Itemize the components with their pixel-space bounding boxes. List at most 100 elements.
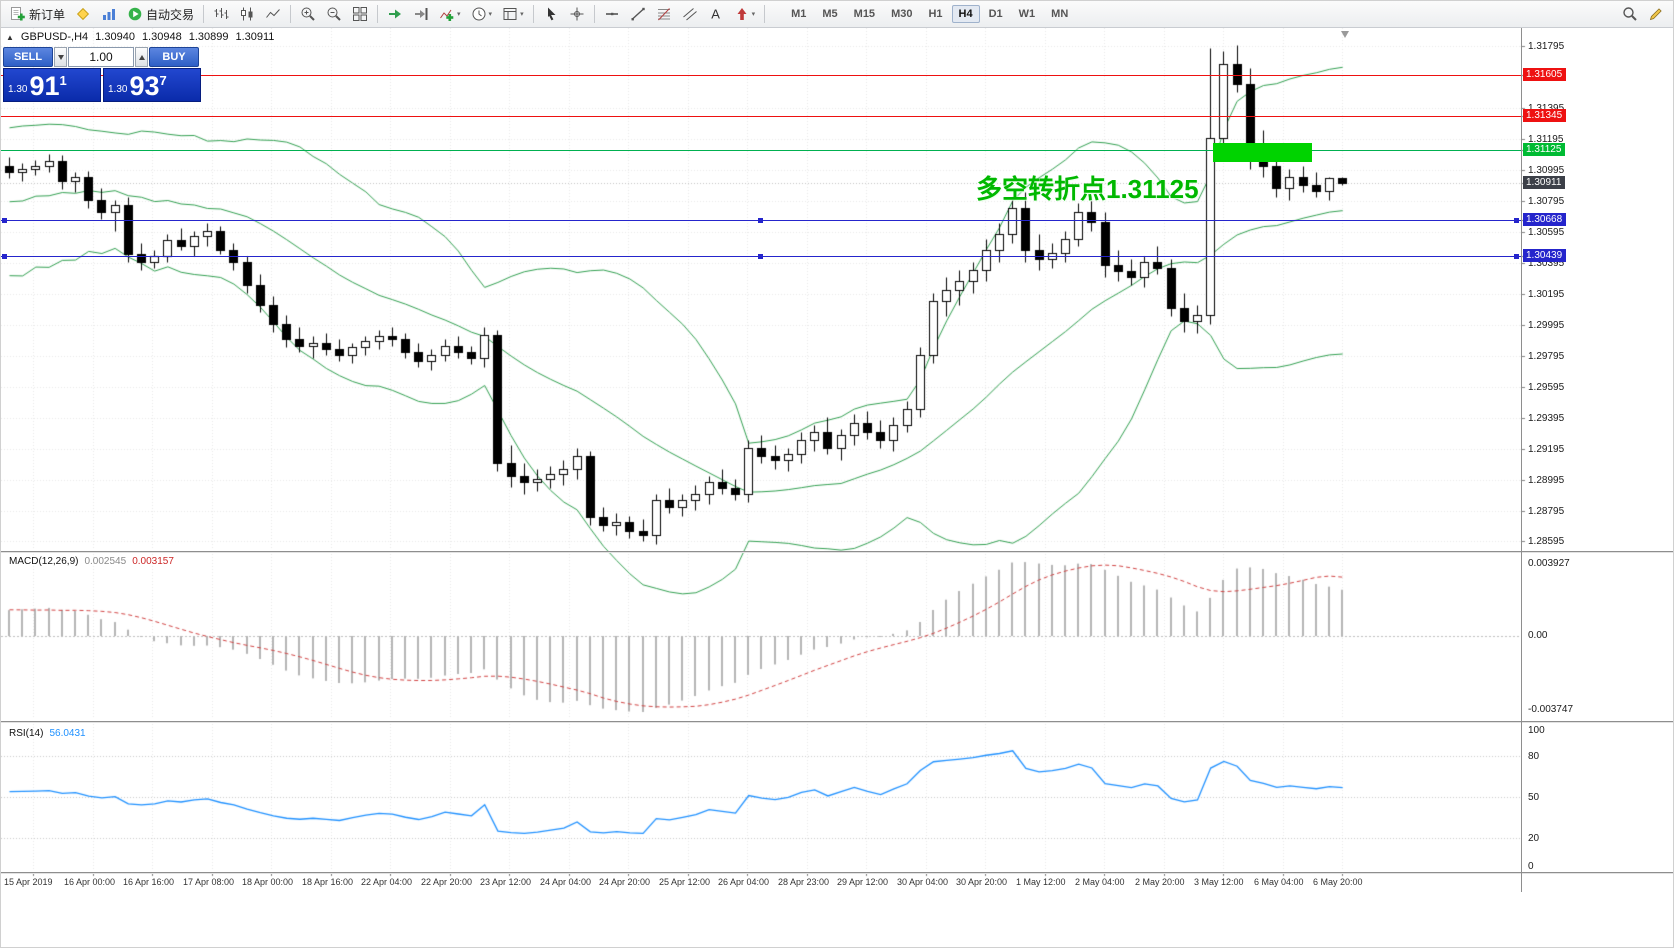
line-anchor-handle[interactable] xyxy=(758,218,763,223)
timeframe-h4-button[interactable]: H4 xyxy=(951,5,980,23)
line-anchor-handle[interactable] xyxy=(1514,218,1519,223)
candlestick-chart-button[interactable] xyxy=(235,3,259,25)
arrows-button[interactable]: ▾ xyxy=(730,3,760,25)
panel-separator[interactable] xyxy=(1,872,1673,874)
chart-canvas[interactable] xyxy=(1,28,1673,947)
timeframe-m5-button[interactable]: M5 xyxy=(822,8,838,20)
line-chart-button[interactable] xyxy=(261,3,285,25)
horizontal-line-button[interactable] xyxy=(600,3,624,25)
zoom-in-icon xyxy=(300,6,316,22)
dropdown-arrow-icon[interactable]: ▾ xyxy=(751,11,756,18)
rsi-indicator-label: RSI(14) 56.0431 xyxy=(9,728,86,739)
quick-edit-button[interactable] xyxy=(1644,3,1668,25)
hline-icon xyxy=(604,6,620,22)
profile-icon xyxy=(101,6,117,22)
timeframe-m15-button[interactable]: M15 xyxy=(853,8,876,20)
new-order-icon xyxy=(10,6,26,22)
macd-name: MACD(12,26,9) xyxy=(9,556,79,567)
volume-decrease-button[interactable] xyxy=(54,47,67,67)
buy-price-prefix: 1.30 xyxy=(108,84,128,95)
timeframe-h1-button[interactable]: H1 xyxy=(928,8,943,20)
low-value: 1.30899 xyxy=(188,31,229,43)
zoom-out-icon xyxy=(326,6,342,22)
horizontal-line-object[interactable] xyxy=(1,116,1521,117)
zoom-in-button[interactable] xyxy=(296,3,320,25)
sell-price-panel[interactable]: 1.30 91 1 xyxy=(3,68,101,102)
tile-windows-button[interactable] xyxy=(348,3,372,25)
sell-price-point: 1 xyxy=(59,73,67,88)
dropdown-arrow-icon[interactable]: ▾ xyxy=(488,11,493,18)
toolbar-separator xyxy=(593,5,595,23)
dropdown-arrow-icon[interactable]: ▾ xyxy=(457,11,461,18)
timeframe-toolbar: M1 M5 M15 M30 H1 H4 D1 W1 MN xyxy=(783,5,1076,23)
volume-increase-button[interactable] xyxy=(135,47,148,67)
sell-button[interactable]: SELL xyxy=(3,47,53,67)
svg-text:A: A xyxy=(711,7,720,22)
bar-chart-button[interactable] xyxy=(209,3,233,25)
auto-scroll-button[interactable] xyxy=(383,3,407,25)
toolbar-right-group xyxy=(1617,3,1669,25)
new-order-button[interactable]: 新订单 xyxy=(6,3,69,25)
search-button[interactable] xyxy=(1618,3,1642,25)
periods-button[interactable]: ▾ xyxy=(467,3,497,25)
charts-profile-button[interactable] xyxy=(97,3,121,25)
toolbar-separator xyxy=(290,5,292,23)
cursor-button[interactable] xyxy=(539,3,563,25)
symbol-period-label: GBPUSD-,H4 xyxy=(20,31,89,43)
zoom-out-button[interactable] xyxy=(322,3,346,25)
line-anchor-handle[interactable] xyxy=(1514,254,1519,259)
sell-price-prefix: 1.30 xyxy=(8,84,28,95)
buy-button[interactable]: BUY xyxy=(149,47,199,67)
macd-signal-value: 0.003157 xyxy=(132,556,174,567)
panel-separator[interactable] xyxy=(1,721,1673,723)
new-order-label: 新订单 xyxy=(29,7,66,22)
crosshair-button[interactable] xyxy=(565,3,589,25)
chart-shift-icon xyxy=(413,6,429,22)
clock-icon xyxy=(471,6,487,22)
arrow-icon xyxy=(734,6,750,22)
timeframe-m1-button[interactable]: M1 xyxy=(791,8,807,20)
chart-shift-marker[interactable] xyxy=(1341,31,1349,38)
timeframe-d1-button[interactable]: D1 xyxy=(988,8,1003,20)
text-button[interactable]: A xyxy=(704,3,728,25)
autotrading-button[interactable]: 自动交易 xyxy=(123,3,198,25)
chart-header: ▲ GBPUSD-,H4 1.30940 1.30948 1.30899 1.3… xyxy=(6,31,274,43)
trendline-icon xyxy=(630,6,646,22)
auto-scroll-icon xyxy=(387,6,403,22)
one-click-collapse-button[interactable]: ▲ xyxy=(6,32,14,42)
pencil-icon xyxy=(1648,6,1664,22)
autotrading-icon xyxy=(127,6,143,22)
text-annotation-object[interactable]: 多空转折点1.31125 xyxy=(976,174,1199,204)
chart-shift-button[interactable] xyxy=(409,3,433,25)
rsi-value: 56.0431 xyxy=(49,728,86,739)
chart-area[interactable]: 多空转折点1.31125 ▲ GBPUSD-,H4 1.30940 1.3094… xyxy=(1,28,1673,947)
trendline-button[interactable] xyxy=(626,3,650,25)
line-anchor-handle[interactable] xyxy=(758,254,763,259)
line-anchor-handle[interactable] xyxy=(2,254,7,259)
metaquotes-button[interactable] xyxy=(71,3,95,25)
indicators-icon xyxy=(439,6,455,22)
horizontal-line-object[interactable] xyxy=(1,150,1521,151)
buy-price-panel[interactable]: 1.30 93 7 xyxy=(103,68,201,102)
horizontal-line-object[interactable] xyxy=(1,75,1521,76)
timeframe-w1-button[interactable]: W1 xyxy=(1018,8,1036,20)
fibonacci-button[interactable] xyxy=(652,3,676,25)
indicators-button[interactable]: ▾ xyxy=(435,3,465,25)
autotrading-label: 自动交易 xyxy=(146,7,195,22)
line-anchor-handle[interactable] xyxy=(2,218,7,223)
dropdown-arrow-icon[interactable]: ▾ xyxy=(520,11,524,18)
rsi-name: RSI(14) xyxy=(9,728,44,739)
crosshair-icon xyxy=(569,6,585,22)
sell-price-pips: 91 xyxy=(29,71,60,102)
toolbar-separator xyxy=(532,5,534,23)
timeframe-mn-button[interactable]: MN xyxy=(1051,8,1069,20)
panel-separator[interactable] xyxy=(1,551,1673,553)
equidistant-channel-button[interactable] xyxy=(678,3,702,25)
high-value: 1.30948 xyxy=(141,31,182,43)
volume-input[interactable] xyxy=(68,47,134,67)
highlight-rectangle-object[interactable] xyxy=(1213,143,1312,162)
macd-main-value: 0.002545 xyxy=(84,556,127,567)
templates-button[interactable]: ▾ xyxy=(498,3,528,25)
timeframe-m30-button[interactable]: M30 xyxy=(891,8,913,20)
